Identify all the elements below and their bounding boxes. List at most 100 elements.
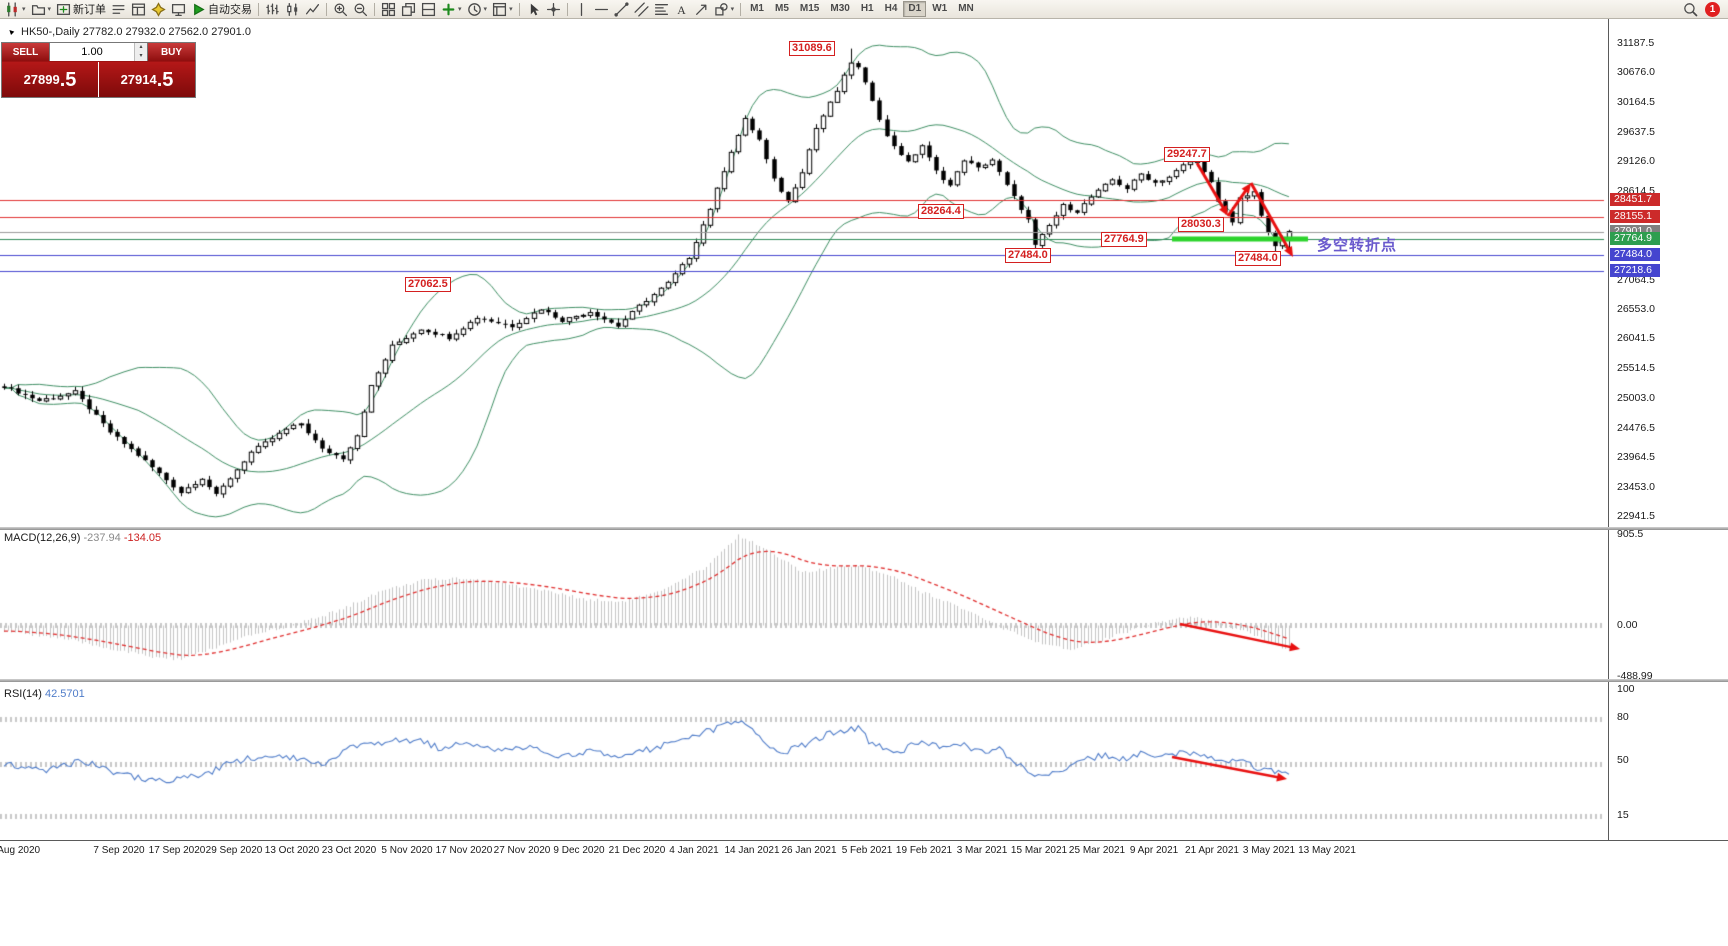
toolbar-separator xyxy=(374,2,376,16)
candle-chart-icon xyxy=(7,1,17,17)
price-int: 27899 xyxy=(23,72,60,87)
turning-point-label[interactable]: 多空转折点 xyxy=(1317,237,1398,254)
trendline-icon xyxy=(614,1,629,17)
chevron-down-icon: ▾ xyxy=(47,5,52,13)
toolbar-separator xyxy=(566,2,568,16)
volume-up-button[interactable]: ▴ xyxy=(135,43,147,52)
templates-icon xyxy=(493,2,507,16)
equidistant-channel-button[interactable] xyxy=(632,1,651,18)
zoom-out-icon xyxy=(354,3,368,16)
macd-indicator-label: MACD(12,26,9) -237.94 -134.05 xyxy=(4,532,161,544)
terminal-button[interactable] xyxy=(169,1,188,18)
line-chart-button[interactable] xyxy=(303,1,322,18)
indicators-button[interactable]: ▾ xyxy=(439,1,464,18)
macd-value-signal: -134.05 xyxy=(123,532,162,544)
price-int: 27914 xyxy=(120,72,157,87)
timeframe-w1-button[interactable]: W1 xyxy=(932,3,948,14)
fibonacci-icon xyxy=(654,3,668,15)
volume-box: ▴ ▾ xyxy=(49,43,148,61)
time-axis[interactable] xyxy=(0,840,1728,866)
macd-panel-separator[interactable] xyxy=(0,527,1728,530)
candles-chart-icon xyxy=(287,2,298,16)
timeframe-h4-button[interactable]: H4 xyxy=(884,3,898,14)
crosshair-icon xyxy=(546,2,560,16)
hline-icon xyxy=(594,8,608,10)
timeframe-d1-button[interactable]: D1 xyxy=(903,1,927,17)
search-button[interactable] xyxy=(1681,1,1700,18)
timeframe-m30-button[interactable]: M30 xyxy=(830,3,850,14)
price-pips: .5 xyxy=(156,68,174,91)
fibonacci-button[interactable] xyxy=(652,1,671,18)
market-watch-button[interactable] xyxy=(109,1,128,18)
new-chart-button[interactable]: ▾ xyxy=(3,1,28,18)
timeframe-h1-button[interactable]: H1 xyxy=(860,3,874,14)
symbol-ohlc-info: HK50-,Daily 27782.0 27932.0 27562.0 2790… xyxy=(21,26,251,38)
svg-text:A: A xyxy=(677,3,686,16)
trendline-button[interactable] xyxy=(612,1,631,18)
navigator-button[interactable] xyxy=(149,1,168,18)
chevron-down-icon: ▾ xyxy=(730,5,735,13)
volume-down-button[interactable]: ▾ xyxy=(135,52,147,61)
sell-price[interactable]: 27899.5 xyxy=(2,62,98,97)
rsi-panel-separator[interactable] xyxy=(0,679,1728,682)
data-window-button[interactable] xyxy=(129,1,148,18)
templates-button[interactable]: ▾ xyxy=(490,1,515,18)
autotrade-label: 自动交易 xyxy=(208,4,253,16)
text-tool-button[interactable]: A xyxy=(672,1,691,18)
buy-price[interactable]: 27914.5 xyxy=(99,62,195,97)
autotrade-button[interactable]: 自动交易 xyxy=(189,1,254,18)
cursor-icon xyxy=(530,3,539,15)
zoom-in-icon xyxy=(334,3,348,16)
periods-clock-icon xyxy=(467,2,481,16)
arrange-windows-icon xyxy=(421,2,436,16)
periods-button[interactable]: ▾ xyxy=(465,1,490,18)
tile-windows-button[interactable] xyxy=(379,1,398,18)
timeframe-m1-button[interactable]: M1 xyxy=(750,3,764,14)
zoom-out-button[interactable] xyxy=(351,1,370,18)
macd-value-main: -237.94 xyxy=(83,532,121,544)
candles-chart-button[interactable] xyxy=(283,1,302,18)
toolbar-separator xyxy=(326,2,328,16)
shapes-icon xyxy=(714,2,728,15)
horizontal-line-button[interactable] xyxy=(592,1,611,18)
one-click-trade-panel: SELL ▴ ▾ BUY 27899.5 27914.5 xyxy=(1,42,196,98)
profiles-icon xyxy=(31,4,45,15)
cursor-button[interactable] xyxy=(524,1,543,18)
arrow-tool-button[interactable] xyxy=(692,1,711,18)
bars-chart-button[interactable] xyxy=(263,1,282,18)
market-watch-icon xyxy=(112,4,125,14)
sell-button[interactable]: SELL xyxy=(2,43,49,61)
timeframe-mn-button[interactable]: MN xyxy=(958,3,974,14)
timeframe-m15-button[interactable]: M15 xyxy=(799,3,820,14)
profiles-button[interactable]: ▾ xyxy=(29,1,54,18)
indicators-add-icon xyxy=(442,3,455,15)
cascade-windows-button[interactable] xyxy=(399,1,418,18)
rsi-name: RSI(14) xyxy=(4,688,42,700)
shapes-button[interactable]: ▾ xyxy=(712,1,737,18)
notification-badge[interactable]: 1 xyxy=(1705,1,1720,17)
rsi-value: 42.5701 xyxy=(44,688,85,700)
autotrade-play-icon xyxy=(194,3,205,15)
macd-name: MACD(12,26,9) xyxy=(4,532,81,544)
toolbar-right-group: 1 xyxy=(1681,1,1725,18)
vertical-line-button[interactable] xyxy=(572,1,591,18)
price-pips: .5 xyxy=(59,68,77,91)
cascade-windows-icon xyxy=(401,2,416,16)
chevron-down-icon: ▾ xyxy=(22,5,26,13)
crosshair-button[interactable] xyxy=(544,1,563,18)
volume-input[interactable] xyxy=(50,43,134,61)
buy-button[interactable]: BUY xyxy=(148,43,195,61)
chevron-down-icon: ▾ xyxy=(483,5,488,13)
toolbar-separator xyxy=(740,2,742,16)
zoom-in-button[interactable] xyxy=(331,1,350,18)
arrange-windows-button[interactable] xyxy=(419,1,438,18)
arrow-label-icon xyxy=(695,4,707,15)
new-order-label: 新订单 xyxy=(73,4,107,16)
price-scale[interactable] xyxy=(1608,19,1728,840)
bars-chart-icon xyxy=(266,3,279,14)
new-order-button[interactable]: 新订单 xyxy=(54,1,108,18)
timeframe-m5-button[interactable]: M5 xyxy=(775,3,789,14)
chevron-down-icon: ▾ xyxy=(509,5,513,13)
vline-icon xyxy=(580,2,582,16)
